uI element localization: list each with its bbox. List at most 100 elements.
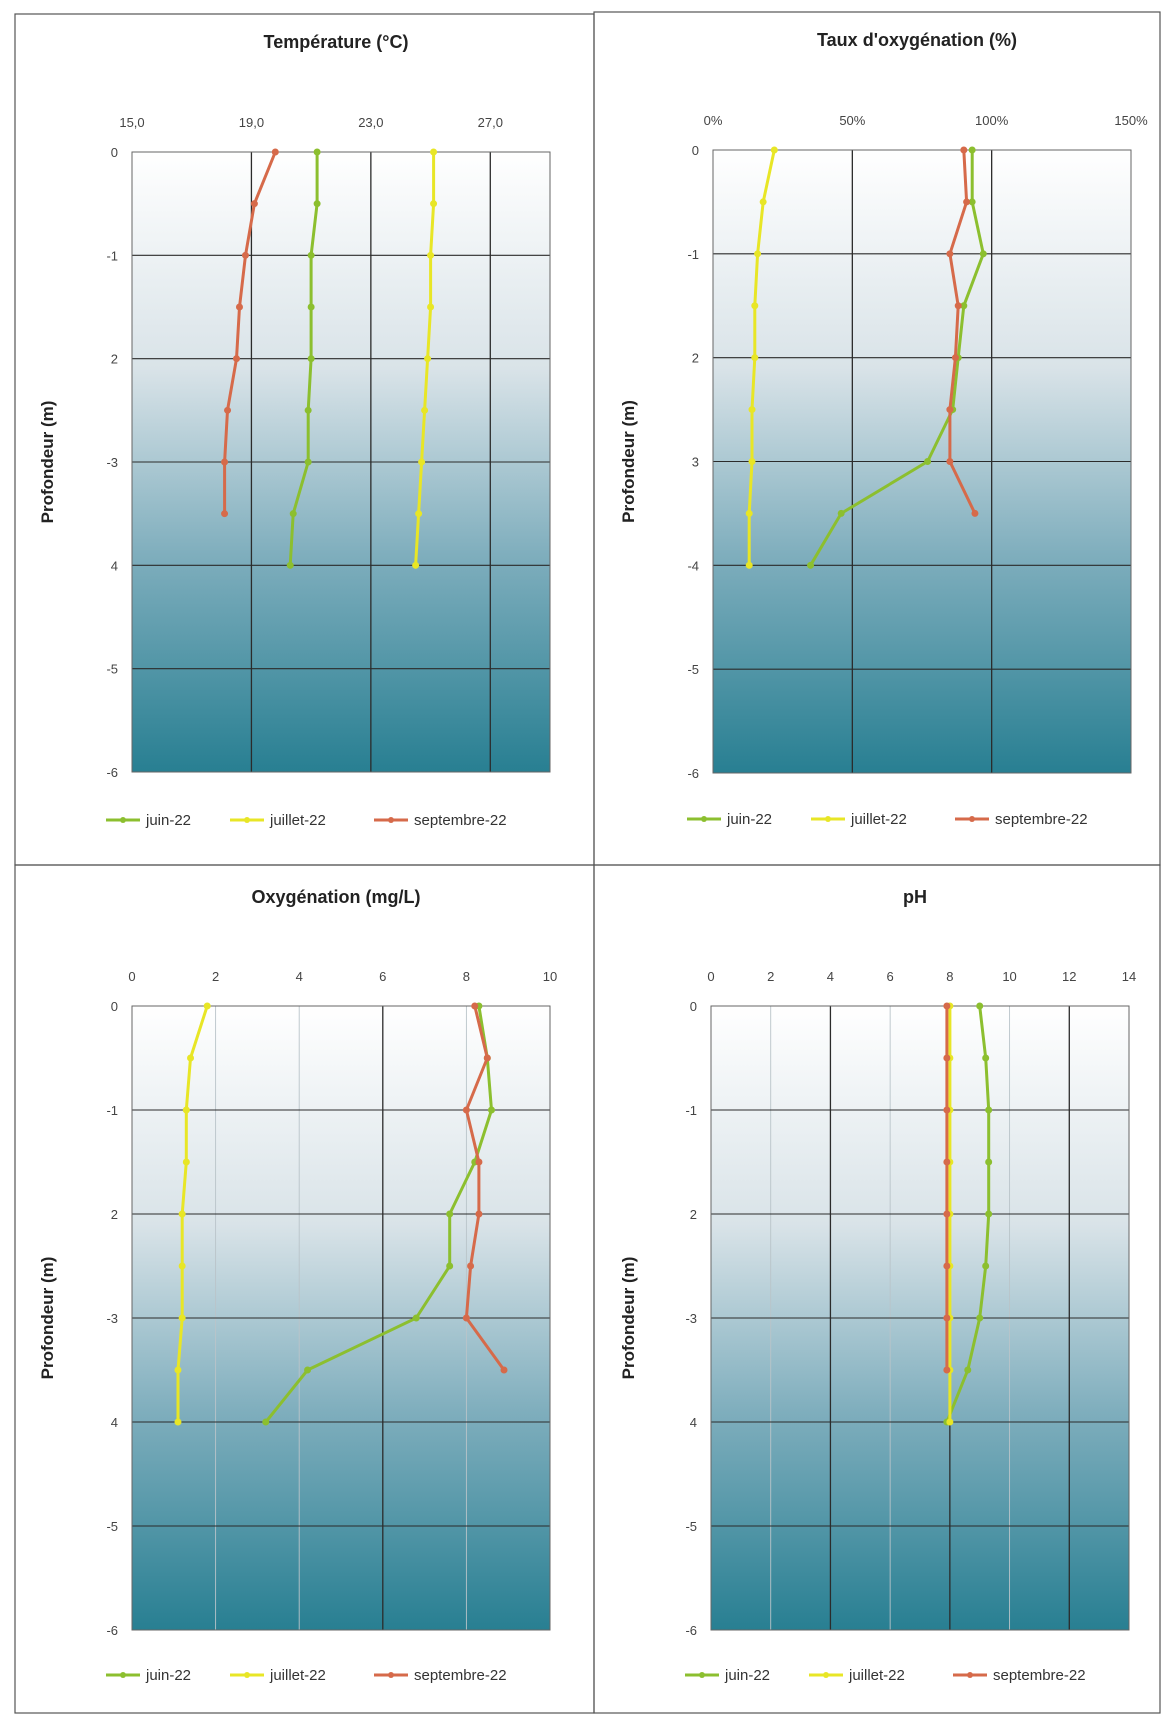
data-point [286,561,294,569]
y-tick-label: 0 [692,143,699,158]
data-point [943,1314,951,1322]
series-line-septembre-22 [948,149,977,515]
data-point [483,1054,491,1062]
x-tick-label: 2 [212,969,219,984]
x-tick-label: 4 [827,969,834,984]
legend-label: juin-22 [145,1667,191,1684]
data-point [982,1262,990,1270]
data-point [307,251,315,259]
data-point [745,561,753,569]
data-point [418,458,426,466]
data-point [430,200,438,208]
legend-marker [825,816,831,822]
legend: juin-22 juillet-22 septembre-22 [687,811,1088,828]
data-point [946,1418,954,1426]
y-tick-label: 2 [111,352,118,367]
x-tick-label: 12 [1062,969,1076,984]
data-point [943,1210,951,1218]
data-point [475,1210,483,1218]
plot-border [131,151,551,773]
chart-panel-1: Taux d'oxygénation (%) 0% 50% 100% 150% 0 -1 2 3… [619,30,1148,828]
data-point [462,1314,470,1322]
legend-label: juillet-22 [269,1667,326,1684]
data-point [943,1054,951,1062]
plot-border [131,1005,551,1631]
y-tick-label: 0 [690,999,697,1014]
y-tick-label: 2 [690,1207,697,1222]
data-point [427,251,435,259]
data-point [943,1262,951,1270]
legend: juin-22 juillet-22 septembre-22 [685,1667,1086,1684]
x-tick-label: 6 [379,969,386,984]
data-point [745,509,753,517]
plot-border [710,1005,1130,1631]
data-point [985,1106,993,1114]
legend-marker [823,1672,829,1678]
data-point [748,458,756,465]
data-point [751,354,759,362]
x-tick-label: 2 [767,969,774,984]
data-point [224,406,232,414]
legend-label: juillet-22 [269,812,326,829]
data-point [289,510,297,518]
y-tick-label: -5 [106,1519,118,1534]
legend-label: juin-22 [145,812,191,829]
data-point [174,1366,182,1374]
data-point [241,251,249,259]
x-tick-label: 50% [839,113,865,128]
chart-panel-2: Oxygénation (mg/L) 0 2 4 6 8 10 0 -1 2 -3 4 -5 -6 Prof… [38,887,557,1684]
x-tick-label: 8 [946,969,953,984]
data-point [304,406,312,414]
data-point [500,1366,508,1374]
data-point [313,200,321,208]
x-tick-label: 0 [128,969,135,984]
y-tick-label: 2 [692,351,699,366]
plot-border [712,149,1132,774]
data-point [182,1106,190,1114]
data-point [221,510,229,518]
data-point [960,146,968,154]
data-point [187,1054,195,1062]
data-point [837,509,845,517]
legend: juin-22 juillet-22 septembre-22 [106,1667,507,1684]
data-point [421,406,429,414]
chart-title: Taux d'oxygénation (%) [817,30,1017,50]
data-point [427,303,435,311]
y-tick-label: -5 [685,1519,697,1534]
series-line-septembre-22 [464,1005,506,1371]
data-point [467,1262,475,1270]
data-point [751,302,759,310]
data-point [203,1002,211,1010]
data-point [424,355,432,363]
y-tick-label: -1 [106,248,118,263]
data-point [943,1106,951,1114]
data-point [304,1366,312,1374]
data-point [412,561,420,569]
data-point [964,1366,972,1374]
legend-marker [969,816,975,822]
x-tick-label: 15,0 [119,115,144,130]
data-point [754,250,762,258]
data-point [475,1158,483,1166]
legend-label: septembre-22 [414,812,507,829]
data-point [985,1210,993,1218]
legend-label: juillet-22 [850,811,907,828]
legend-marker [388,1672,394,1678]
data-point [770,146,778,154]
data-point [946,458,954,465]
data-point [946,250,954,258]
data-point [759,198,767,206]
data-point [976,1314,984,1322]
data-point [304,458,312,466]
y-axis-label: Profondeur (m) [619,400,638,523]
data-point [271,148,279,156]
data-point [178,1314,186,1322]
data-point [446,1210,454,1218]
y-tick-label: -5 [106,662,118,677]
legend-label: juillet-22 [848,1667,905,1684]
legend-marker [120,817,126,823]
chart-panel-3: pH 0 2 4 6 8 10 12 14 0 -1 2 -3 4 -5 -6 Profondeur (m) ju… [619,887,1136,1684]
data-point [943,1366,951,1374]
y-tick-label: 4 [690,1415,697,1430]
